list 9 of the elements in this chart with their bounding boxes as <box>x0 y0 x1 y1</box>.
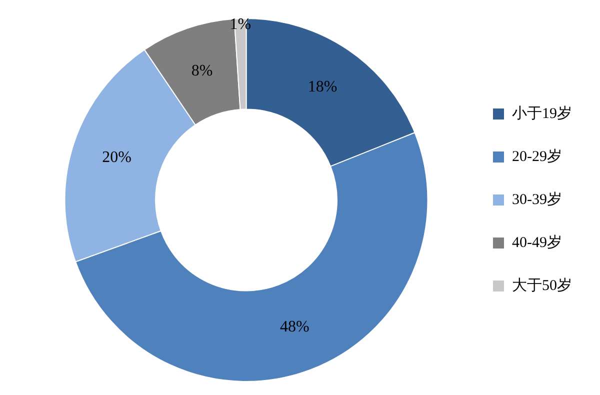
data-label: 18% <box>308 78 338 96</box>
data-label: 48% <box>280 318 310 336</box>
legend-label: 大于50岁 <box>512 276 572 294</box>
data-label: 20% <box>102 149 132 166</box>
legend-label: 小于19岁 <box>512 104 572 122</box>
data-label: 8% <box>191 62 213 80</box>
legend-label: 40-49岁 <box>512 234 562 251</box>
legend-label: 20-29岁 <box>512 148 562 165</box>
legend-label: 30-39岁 <box>512 190 562 208</box>
